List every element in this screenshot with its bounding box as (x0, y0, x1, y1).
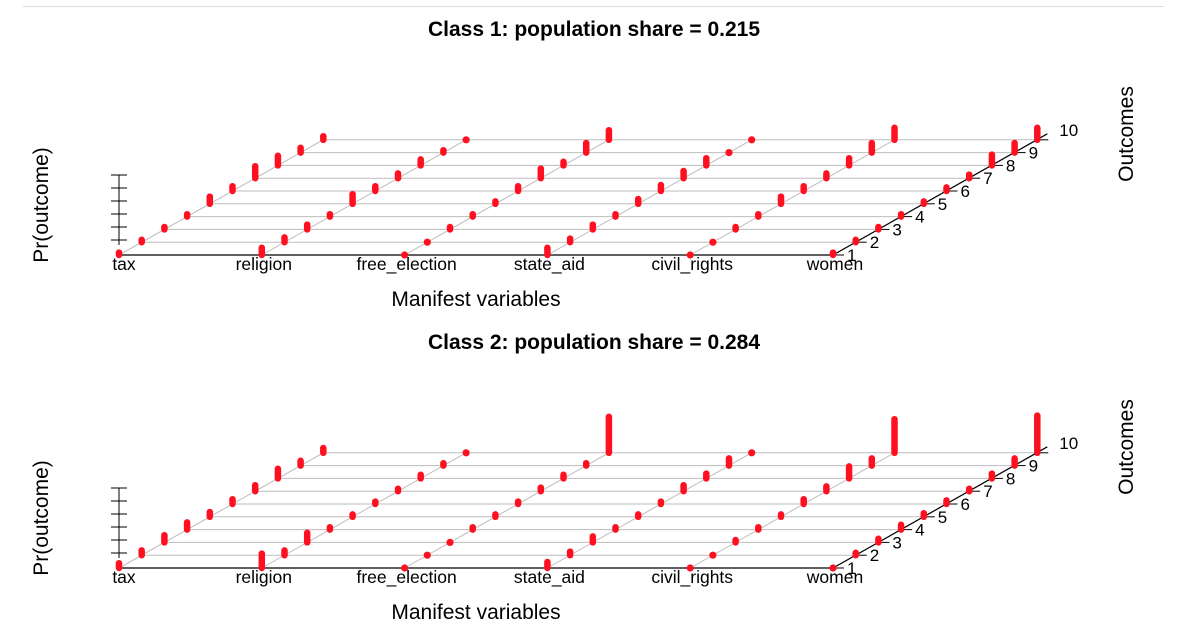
z-axis-title: Outcomes (1115, 399, 1138, 495)
probability-point (462, 136, 470, 144)
depth-gridline (261, 139, 467, 256)
probability-point (748, 136, 756, 144)
probability-point (462, 449, 470, 457)
outcome-tick-label: 1 (847, 246, 856, 265)
probability-point (423, 238, 431, 246)
x-axis-title: Manifest variables (391, 288, 560, 311)
y-axis-title: Pr(outcome) (30, 460, 53, 576)
outcome-tick-label: 5 (938, 195, 947, 214)
variable-label: civil_rights (651, 254, 733, 275)
variable-label: women (806, 567, 863, 587)
outcome-tick-label: 9 (1029, 457, 1038, 476)
probability-point (446, 538, 454, 547)
class-panel-2: Class 2: population share = 0.284 1234567… (30, 331, 1138, 624)
probability-point (829, 564, 837, 572)
z-axis-title: Outcomes (1115, 86, 1138, 182)
outcome-tick-label: 9 (1029, 144, 1038, 163)
variable-label: religion (236, 567, 292, 587)
variable-label: state_aid (514, 254, 585, 275)
panel-title: Class 1: population share = 0.215 (428, 18, 760, 41)
probability-point (748, 449, 756, 457)
probability-point (401, 251, 409, 259)
variable-label: free_election (356, 254, 456, 275)
outcome-tick-label: 7 (983, 169, 992, 188)
depth-gridline (404, 452, 610, 569)
outcome-tick-label: 6 (961, 495, 970, 514)
outcome-tick-label: 2 (870, 546, 879, 565)
variable-label: religion (236, 254, 292, 274)
class-panel-1: Class 1: population share = 0.215 1234567… (30, 18, 1138, 311)
x-axis-title: Manifest variables (391, 601, 560, 624)
probability-point (725, 149, 733, 157)
depth-axis-line (832, 133, 1048, 256)
variable-label: civil_rights (651, 567, 733, 588)
outcome-tick-label: 3 (892, 220, 901, 239)
variable-label: state_aid (514, 567, 585, 588)
outcome-tick-label: 7 (983, 482, 992, 501)
variable-label: tax (112, 567, 136, 587)
y-axis-title: Pr(outcome) (30, 147, 53, 263)
outcome-tick-label: 2 (870, 233, 879, 252)
outcome-tick-label: 4 (915, 521, 924, 540)
top-rule (23, 6, 1164, 7)
variable-label: free_election (356, 567, 456, 588)
variable-label: women (806, 254, 863, 274)
outcome-tick-label: 5 (938, 508, 947, 527)
probability-point (709, 238, 717, 246)
outcome-tick-label: 10 (1059, 121, 1078, 140)
outcome-tick-label: 6 (961, 182, 970, 201)
variable-label: tax (112, 254, 136, 274)
outcome-tick-label: 8 (1006, 156, 1015, 175)
depth-axis-line (832, 446, 1048, 569)
outcome-tick-label: 1 (847, 559, 856, 578)
probability-point (401, 564, 409, 572)
probability-point (686, 564, 694, 572)
panel-title: Class 2: population share = 0.284 (428, 331, 760, 354)
depth-gridline (689, 139, 895, 256)
outcome-tick-label: 8 (1006, 469, 1015, 488)
depth-gridline (404, 139, 610, 256)
probability-point (686, 251, 694, 259)
depth-gridline (118, 452, 324, 569)
depth-gridline (118, 139, 324, 256)
depth-gridline (261, 452, 467, 569)
probability-point (423, 551, 431, 559)
outcome-tick-label: 3 (892, 533, 901, 552)
depth-gridline (547, 139, 752, 256)
depth-gridline (689, 452, 895, 569)
depth-gridline (547, 452, 752, 569)
outcome-tick-label: 4 (915, 208, 924, 227)
probability-point (709, 551, 717, 559)
outcome-tick-label: 10 (1059, 434, 1078, 453)
